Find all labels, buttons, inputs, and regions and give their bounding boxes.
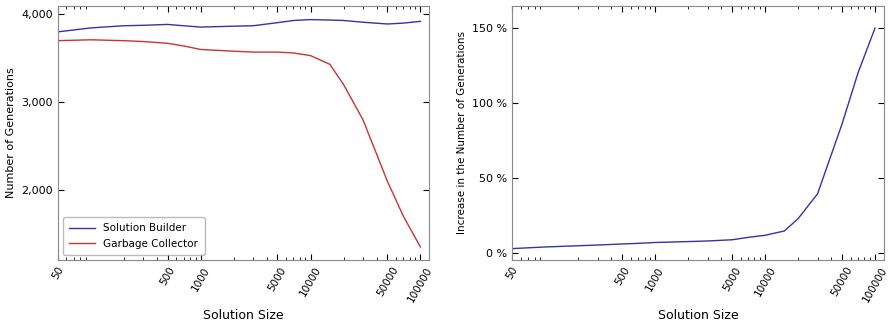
Garbage Collector <box>415 245 426 249</box>
Garbage Collector <box>85 38 96 42</box>
X-axis label: Solution Size: Solution Size <box>658 309 738 322</box>
Legend: Solution Builder, Garbage Collector: Solution Builder, Garbage Collector <box>63 217 204 255</box>
Line: Garbage Collector: Garbage Collector <box>57 40 420 247</box>
Solution Builder <box>118 24 129 28</box>
Solution Builder <box>138 23 149 27</box>
Solution Builder <box>358 20 368 24</box>
Garbage Collector <box>398 214 409 218</box>
Garbage Collector <box>247 50 258 54</box>
Solution Builder <box>382 22 392 26</box>
Solution Builder <box>162 22 173 26</box>
Y-axis label: Number of Generations: Number of Generations <box>5 68 15 198</box>
Solution Builder <box>306 18 316 22</box>
Garbage Collector <box>138 40 149 44</box>
Solution Builder <box>324 18 335 22</box>
Garbage Collector <box>289 51 299 55</box>
Solution Builder <box>85 26 96 30</box>
Line: Solution Builder: Solution Builder <box>57 20 420 32</box>
Garbage Collector <box>52 39 63 43</box>
Solution Builder <box>178 24 189 28</box>
Solution Builder <box>272 21 283 25</box>
Solution Builder <box>247 24 258 28</box>
Garbage Collector <box>272 50 283 54</box>
Garbage Collector <box>358 118 368 122</box>
Solution Builder <box>289 18 299 22</box>
Solution Builder <box>338 18 349 22</box>
Solution Builder <box>52 30 63 34</box>
Garbage Collector <box>118 39 129 43</box>
Solution Builder <box>415 19 426 23</box>
Garbage Collector <box>228 49 239 53</box>
Garbage Collector <box>382 179 392 183</box>
Garbage Collector <box>162 41 173 45</box>
Garbage Collector <box>178 44 189 48</box>
Y-axis label: Increase in the Number of Generations: Increase in the Number of Generations <box>457 31 467 234</box>
Solution Builder <box>195 25 206 29</box>
Solution Builder <box>228 24 239 28</box>
Garbage Collector <box>195 48 206 51</box>
Garbage Collector <box>324 62 335 66</box>
Garbage Collector <box>338 83 349 87</box>
X-axis label: Solution Size: Solution Size <box>203 309 284 322</box>
Garbage Collector <box>306 53 316 57</box>
Solution Builder <box>398 21 409 25</box>
